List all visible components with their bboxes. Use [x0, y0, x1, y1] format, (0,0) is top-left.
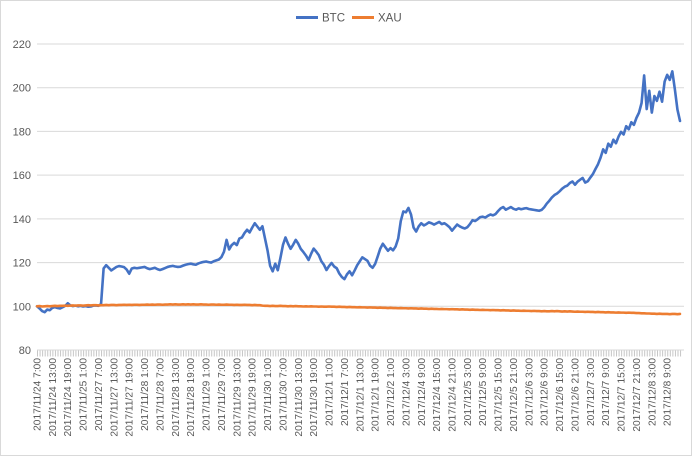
x-axis-label: 2017/12/4 3:00	[401, 358, 412, 426]
x-axis-label: 2017/12/6 3:00	[524, 358, 535, 426]
legend-label-btc: BTC	[322, 13, 345, 25]
x-axis-labels: 2017/11/24 7:00 2017/11/24 13:00 2017/11/2…	[33, 358, 674, 437]
legend-item-xau[interactable]: XAU	[352, 13, 402, 25]
x-axis-label: 2017/11/28 19:00	[186, 358, 197, 437]
x-axis-label: 2017/12/5 9:00	[478, 358, 489, 426]
x-axis-label: 2017/12/1 1:00	[325, 358, 336, 426]
x-axis-label: 2017/12/7 21:00	[632, 358, 643, 432]
btc-series-line[interactable]	[35, 70, 682, 314]
x-axis-label: 2017/11/25 1:00	[79, 358, 90, 431]
y-axis-label: 220	[13, 39, 31, 51]
x-axis-label: 2017/12/7 15:00	[617, 358, 628, 432]
x-axis-label: 2017/12/6 9:00	[540, 358, 551, 426]
y-axis-label: 160	[13, 170, 31, 182]
x-axis-label: 2017/11/30 7:00	[278, 358, 289, 431]
x-axis-label: 2017/12/6 15:00	[555, 358, 566, 432]
x-axis-label: 2017/12/7 9:00	[601, 358, 612, 426]
x-axis-label: 2017/11/27 7:00	[94, 358, 105, 431]
x-axis-label: 2017/12/6 21:00	[570, 358, 581, 432]
y-axis-label: 140	[13, 214, 31, 226]
x-axis-label: 2017/11/28 7:00	[155, 358, 166, 431]
x-axis-label: 2017/11/27 19:00	[125, 358, 136, 437]
y-axis-labels: 80 100 120 140 160 180 200 220	[13, 39, 31, 357]
x-axis-label: 2017/11/30 19:00	[309, 358, 320, 437]
x-axis-label: 2017/12/5 15:00	[494, 358, 505, 432]
x-axis-label: 2017/12/8 9:00	[663, 358, 674, 426]
x-axis-label: 2017/11/29 7:00	[217, 358, 228, 431]
y-axis-label: 80	[19, 345, 31, 357]
legend-item-btc[interactable]: BTC	[296, 13, 345, 25]
x-axis-label: 2017/11/30 1:00	[263, 358, 274, 431]
x-axis-label: 2017/12/1 19:00	[371, 358, 382, 432]
x-axis-label: 2017/12/1 13:00	[355, 358, 366, 432]
x-axis-label: 2017/11/30 13:00	[294, 358, 305, 437]
x-axis-label: 2017/11/29 19:00	[248, 358, 259, 437]
x-axis-label: 2017/12/4 15:00	[432, 358, 443, 432]
series-lines[interactable]	[35, 70, 682, 316]
y-axis-label: 180	[13, 126, 31, 138]
x-axis-label: 2017/12/5 3:00	[463, 358, 474, 426]
x-axis-label: 2017/12/8 3:00	[647, 358, 658, 426]
x-axis-label: 2017/12/7 3:00	[586, 358, 597, 426]
y-axis-label: 200	[13, 83, 31, 95]
x-axis-label: 2017/11/27 13:00	[109, 358, 120, 437]
x-axis-label: 2017/12/4 21:00	[448, 358, 459, 432]
x-axis-label: 2017/11/24 19:00	[63, 358, 74, 437]
x-axis-label: 2017/12/4 9:00	[417, 358, 428, 426]
x-axis-label: 2017/11/28 1:00	[140, 358, 151, 431]
x-axis-label: 2017/11/28 13:00	[171, 358, 182, 437]
x-axis-label: 2017/12/2 1:00	[386, 358, 397, 426]
legend[interactable]: BTC XAU	[296, 13, 402, 25]
legend-label-xau: XAU	[378, 13, 402, 25]
x-axis-label: 2017/11/24 13:00	[48, 358, 59, 437]
y-axis-label: 100	[13, 301, 31, 313]
x-axis-label: 2017/11/29 13:00	[232, 358, 243, 437]
x-axis-label: 2017/12/5 21:00	[509, 358, 520, 432]
gridlines	[37, 43, 684, 351]
x-axis-label: 2017/11/29 1:00	[202, 358, 213, 431]
y-axis-label: 120	[13, 258, 31, 270]
x-axis-label: 2017/11/24 7:00	[33, 358, 44, 431]
x-axis-label: 2017/12/1 7:00	[340, 358, 351, 426]
xau-series-line[interactable]	[35, 303, 682, 316]
